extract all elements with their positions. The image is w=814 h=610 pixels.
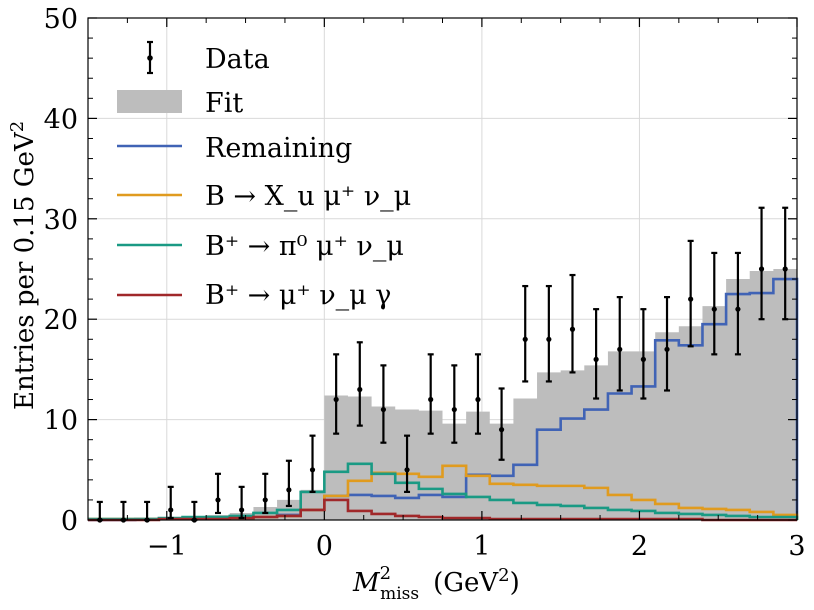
y-tick-label: 10 (44, 406, 78, 437)
y-tick-label: 20 (44, 305, 78, 336)
data-marker (664, 346, 670, 352)
legend-entry-xu: B → X_u μ⁺ ν_μ (117, 181, 411, 212)
x-axis-label: M2 miss (GeV2) (352, 563, 520, 604)
data-point-20 (569, 273, 576, 374)
data-marker (522, 336, 528, 342)
data-marker (380, 406, 387, 413)
x-tick-label: 3 (788, 531, 805, 562)
legend-entry-fit: Fit (117, 88, 243, 119)
data-marker (262, 497, 268, 503)
data-marker (782, 266, 788, 272)
data-marker (168, 507, 174, 513)
data-point-24 (664, 296, 671, 392)
data-marker (286, 487, 292, 493)
data-marker (475, 396, 481, 403)
legend-label-fit: Fit (205, 88, 243, 119)
fit-histogram (88, 269, 797, 520)
data-point-7 (262, 472, 269, 515)
legend: Data Fit Remaining B → X_u μ⁺ ν_μ B⁺ → π… (117, 40, 411, 311)
legend-label-gamma: B⁺ → μ⁺ ν_μ γ (205, 280, 391, 311)
data-point-29 (782, 206, 789, 321)
legend-fit-swatch (117, 90, 182, 113)
data-point-21 (593, 308, 600, 400)
legend-entry-data: Data (147, 40, 270, 75)
data-marker (569, 326, 576, 332)
y-tick-label: 30 (44, 205, 78, 236)
data-point-23 (640, 308, 647, 400)
data-point-15 (451, 364, 458, 444)
legend-label-xu: B → X_u μ⁺ ν_μ (205, 181, 411, 212)
data-point-22 (616, 296, 623, 392)
data-point-5 (214, 472, 221, 515)
data-marker (640, 356, 646, 362)
data-marker (404, 467, 410, 473)
x-axis-label-main: M (352, 568, 381, 598)
legend-label-remaining: Remaining (205, 133, 352, 164)
data-point-12 (380, 364, 387, 444)
data-point-9 (309, 434, 316, 493)
data-point-18 (522, 284, 529, 383)
series-gamma (88, 498, 797, 522)
x-tick-label: −1 (147, 531, 187, 562)
x-axis-label-sub: miss (380, 584, 419, 604)
data-marker (239, 507, 245, 513)
data-point-14 (427, 353, 434, 435)
data-point-13 (404, 434, 411, 493)
x-tick-label: 2 (631, 531, 648, 562)
y-axis-label: Entries per 0.15 GeV2 (7, 121, 40, 410)
data-marker (593, 356, 599, 362)
data-marker (758, 266, 765, 272)
data-marker (735, 306, 741, 312)
data-point-3 (167, 485, 174, 520)
y-tick-label: 50 (44, 4, 78, 35)
data-marker (711, 306, 717, 312)
series-pi0 (88, 462, 799, 521)
data-marker (215, 497, 221, 503)
x-tick-label: 1 (473, 531, 490, 562)
data-marker (451, 406, 457, 413)
y-tick-label: 40 (44, 104, 78, 135)
data-point-28 (758, 206, 765, 321)
legend-label-data: Data (205, 44, 270, 75)
y-axis-label-sup: 2 (7, 121, 28, 132)
data-point-26 (711, 251, 718, 356)
legend-entry-gamma: B⁺ → μ⁺ ν_μ γ (117, 280, 391, 311)
data-point-11 (356, 341, 363, 427)
data-point-6 (238, 485, 245, 520)
x-axis-label-sup: 2 (380, 563, 391, 584)
data-marker (333, 396, 339, 403)
data-point-27 (734, 251, 741, 356)
data-point-17 (498, 387, 505, 461)
fit-area (88, 269, 797, 520)
legend-entry-remaining: Remaining (117, 133, 352, 164)
x-tick-label: 0 (316, 531, 333, 562)
x-axis-label-unit-sup: 2 (498, 565, 509, 586)
legend-label-pi0: B⁺ → π⁰ μ⁺ ν_μ (205, 231, 404, 262)
data-marker (309, 467, 316, 473)
y-tick-label: 0 (61, 506, 78, 537)
data-point-19 (545, 284, 552, 383)
legend-entry-pi0: B⁺ → π⁰ μ⁺ ν_μ (117, 231, 404, 262)
data-marker (498, 427, 505, 433)
data-marker (428, 396, 434, 403)
legend-data-marker (147, 55, 153, 61)
data-point-8 (285, 459, 292, 508)
x-axis-label-unit-close: ) (510, 568, 520, 598)
data-marker (546, 336, 552, 342)
data-point-16 (474, 353, 481, 435)
x-axis-label-unit: (GeV (433, 568, 499, 598)
data-marker (617, 346, 623, 352)
component-lines (88, 277, 799, 522)
data-marker (357, 386, 363, 393)
data-point-10 (333, 353, 340, 435)
data-point-25 (687, 239, 694, 348)
data-marker (688, 296, 694, 302)
